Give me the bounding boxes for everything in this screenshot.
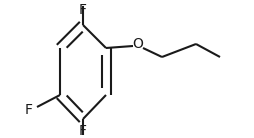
Text: F: F (79, 3, 87, 17)
Text: F: F (25, 103, 33, 117)
Text: O: O (133, 37, 144, 51)
Text: F: F (79, 124, 87, 138)
